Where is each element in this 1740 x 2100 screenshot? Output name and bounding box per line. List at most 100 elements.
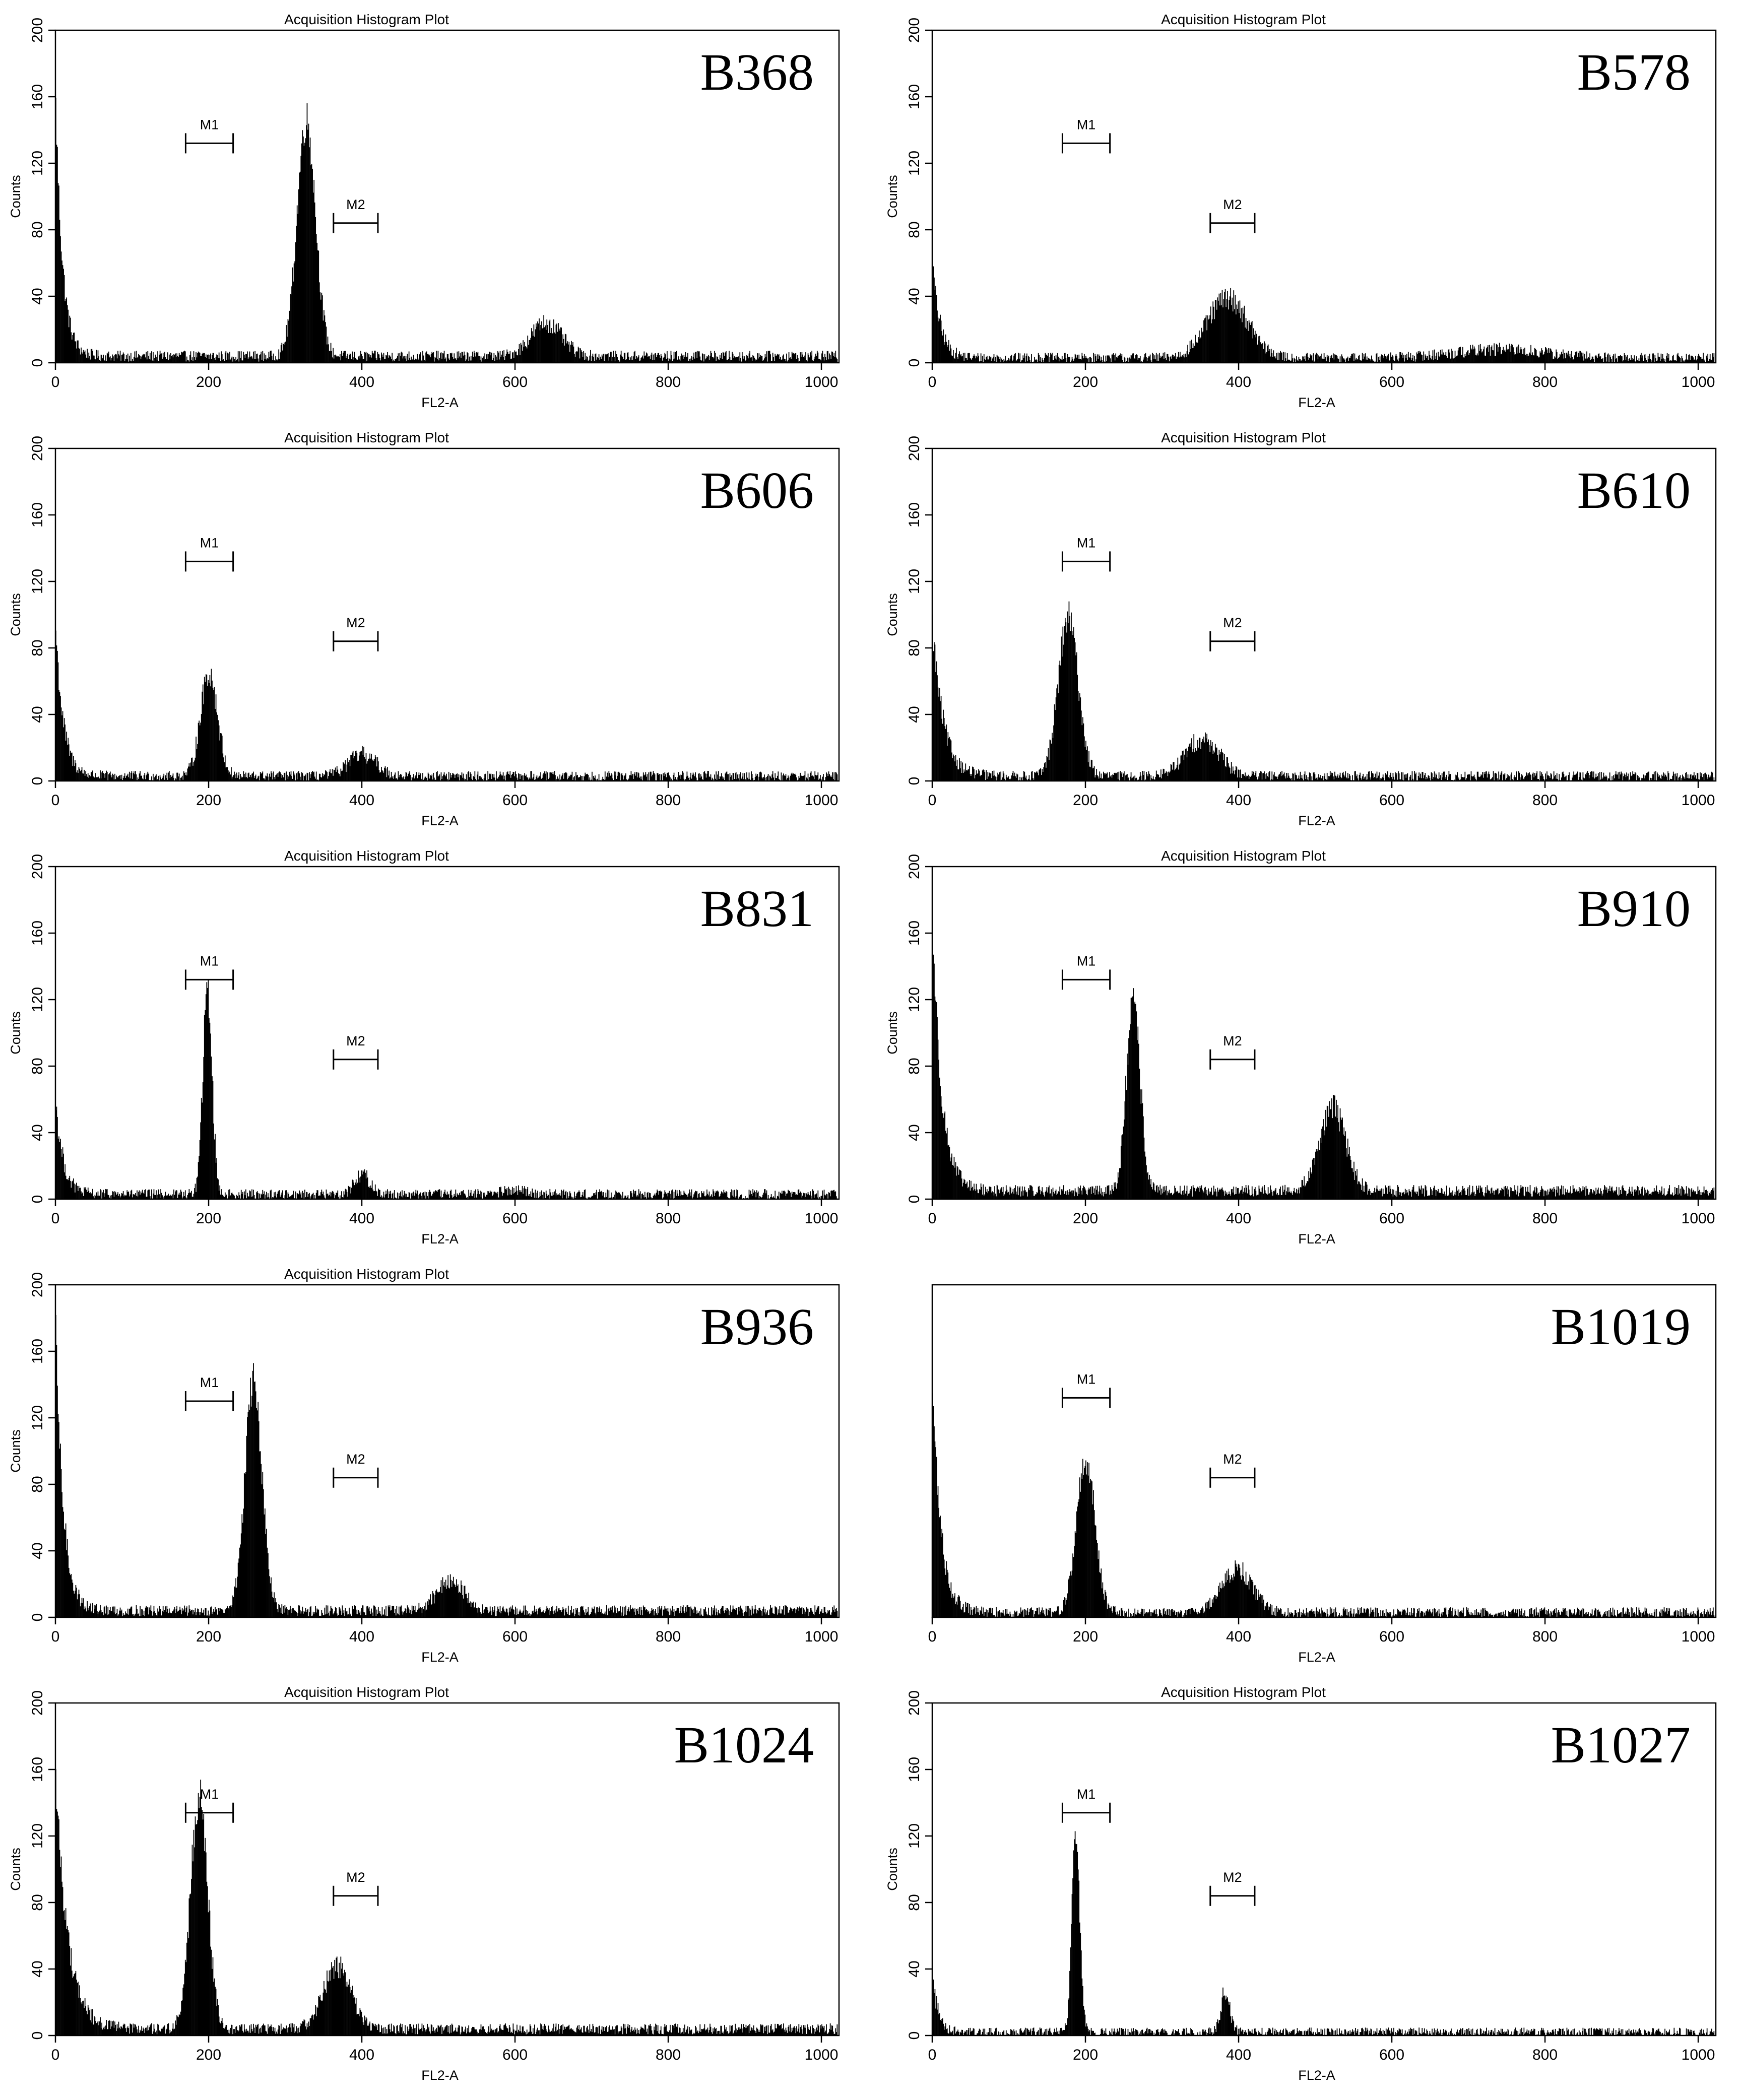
histogram-bar: [1626, 356, 1627, 363]
histogram-bar: [1447, 350, 1449, 363]
histogram-bar: [301, 1197, 302, 1199]
histogram-bar: [1042, 360, 1044, 363]
histogram-bar: [350, 1193, 351, 1199]
histogram-bar: [490, 773, 492, 781]
histogram-bar: [1529, 352, 1530, 363]
histogram-bar: [564, 1195, 565, 1199]
histogram-bar: [1119, 355, 1120, 363]
histogram-bar: [934, 277, 935, 363]
histogram-bar: [1575, 774, 1576, 781]
histogram-bar: [1563, 774, 1565, 781]
histogram-bar: [114, 1191, 115, 1199]
histogram-bar: [58, 690, 59, 781]
histogram-bar: [937, 317, 939, 363]
histogram-bar: [352, 752, 353, 781]
histogram-bar: [232, 1194, 233, 1199]
histogram-bar: [1616, 358, 1618, 363]
histogram-bar: [1564, 353, 1565, 363]
histogram-bar: [1583, 360, 1584, 363]
histogram-bar: [344, 764, 345, 781]
histogram-bar: [392, 361, 394, 363]
histogram-bar: [72, 1180, 74, 1199]
histogram-bar: [1461, 777, 1463, 781]
histogram-bar: [934, 290, 936, 363]
histogram-bar: [804, 775, 805, 781]
histogram-bar: [453, 1197, 454, 1199]
histogram-bar: [513, 1188, 514, 1199]
histogram-bar: [1177, 357, 1179, 363]
histogram-bar: [431, 774, 433, 781]
histogram-bar: [160, 1189, 162, 1199]
histogram-bar: [1221, 752, 1223, 781]
histogram-bar: [737, 774, 738, 781]
histogram-bar: [1470, 348, 1472, 363]
histogram-bar: [731, 360, 732, 363]
histogram-bar: [553, 1195, 554, 1199]
histogram-bar: [1467, 350, 1469, 363]
histogram-bar: [1650, 359, 1651, 363]
marker-label: M1: [1077, 117, 1096, 132]
histogram-bar: [994, 775, 995, 781]
histogram-bar: [1385, 356, 1386, 363]
histogram-bar: [980, 776, 981, 781]
histogram-bar: [539, 1192, 541, 1199]
histogram-bar: [241, 1194, 243, 1199]
histogram-bar: [84, 350, 86, 363]
histogram-bar: [75, 341, 77, 363]
histogram-bar: [460, 775, 461, 781]
histogram-bar: [294, 261, 296, 363]
histogram-bar: [162, 359, 163, 363]
histogram-bar: [324, 774, 326, 781]
histogram-bar: [831, 351, 832, 363]
histogram-bar: [243, 771, 244, 781]
histogram-bar: [174, 1195, 175, 1199]
histogram-bar: [401, 351, 402, 363]
histogram-bar: [1307, 777, 1309, 781]
histogram-bar: [1191, 340, 1192, 363]
histogram-bar: [574, 357, 576, 363]
histogram-bar: [440, 1196, 441, 1199]
histogram-bar: [1589, 775, 1590, 781]
histogram-bar: [673, 359, 674, 363]
histogram-bar: [1152, 776, 1154, 781]
histogram-bar: [542, 328, 543, 363]
histogram-bar: [81, 352, 83, 363]
histogram-bar: [511, 358, 512, 363]
histogram-bar: [1509, 344, 1510, 363]
histogram-bar: [1146, 361, 1148, 363]
histogram-bar: [1147, 776, 1148, 781]
histogram-bar: [1678, 356, 1680, 363]
histogram-bar: [585, 359, 587, 363]
histogram-bar: [95, 1196, 96, 1199]
histogram-bar: [684, 357, 685, 363]
histogram-bar: [665, 354, 666, 363]
histogram-bar: [1190, 747, 1192, 781]
histogram-bar: [1249, 776, 1251, 781]
histogram-bar: [555, 334, 556, 363]
histogram-bar: [196, 357, 198, 363]
histogram-bar: [103, 360, 105, 363]
histogram-bar: [1513, 347, 1514, 363]
histogram-bar: [1198, 330, 1200, 363]
histogram-bar: [1707, 354, 1709, 363]
histogram-bar: [282, 1190, 283, 1199]
histogram-bar: [1039, 355, 1040, 363]
histogram-bar: [146, 352, 147, 363]
histogram-bar: [1326, 355, 1328, 363]
histogram-bar: [182, 1196, 184, 1199]
histogram-bar: [234, 1196, 235, 1199]
histogram-bar: [506, 349, 508, 363]
histogram-bar: [1291, 353, 1293, 363]
histogram-bar: [274, 360, 275, 363]
histogram-bar: [1496, 344, 1497, 363]
histogram-bar: [1607, 353, 1609, 363]
histogram-bar: [320, 777, 321, 781]
histogram-bar: [248, 772, 249, 781]
histogram-bar: [1225, 766, 1226, 781]
histogram-bar: [1210, 306, 1211, 363]
histogram-bar: [755, 359, 757, 363]
histogram-bar: [60, 251, 62, 363]
histogram-bar: [168, 772, 169, 781]
histogram-bar: [1260, 342, 1261, 363]
histogram-bar: [505, 354, 507, 363]
